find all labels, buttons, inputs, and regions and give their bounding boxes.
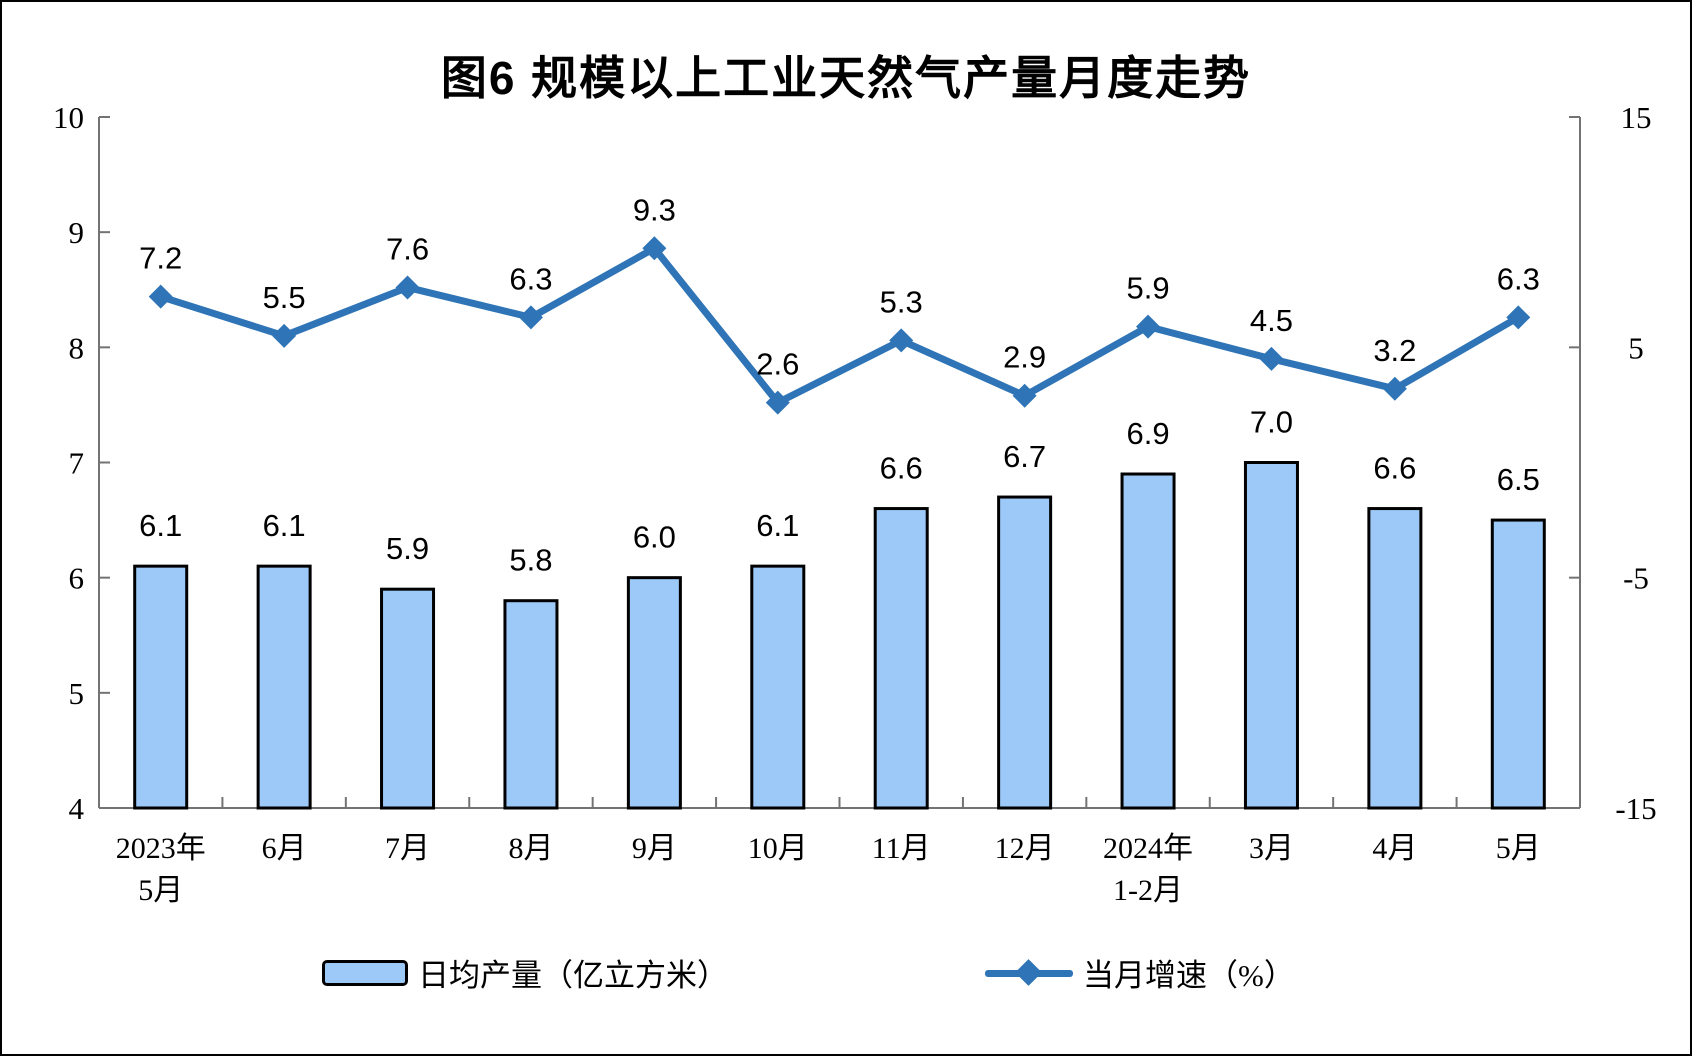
- bar: [1367, 507, 1423, 810]
- line-marker-diamond: [518, 305, 543, 330]
- bar-legend-swatch: [322, 959, 408, 986]
- line-marker-diamond: [765, 390, 790, 415]
- bar-value-label: 5.8: [509, 543, 552, 578]
- bar-value-label: 6.6: [1373, 451, 1416, 486]
- line-marker-diamond: [642, 236, 667, 261]
- right-axis-tick-label: -15: [1615, 791, 1656, 826]
- bar-value-label: 6.1: [756, 508, 799, 543]
- category-label: 9月: [632, 832, 677, 865]
- left-axis-tick-label: 6: [69, 561, 85, 596]
- bar-value-label: 6.5: [1497, 462, 1540, 497]
- bar-value-label: 6.1: [263, 508, 306, 543]
- category-label: 5月: [1496, 832, 1541, 865]
- category-label: 4月: [1372, 832, 1417, 865]
- bar-value-label: 6.1: [139, 508, 182, 543]
- line-value-label: 4.5: [1250, 303, 1293, 338]
- line-marker-diamond: [1012, 383, 1037, 408]
- left-axis-tick-label: 5: [69, 676, 85, 711]
- line-value-label: 3.2: [1373, 333, 1416, 368]
- category-label: 8月: [508, 832, 553, 865]
- bar-value-label: 7.0: [1250, 405, 1293, 440]
- line-value-label: 9.3: [633, 192, 676, 227]
- line-marker-diamond: [272, 323, 297, 348]
- line-marker-diamond: [889, 328, 914, 353]
- line-legend-swatch: [985, 958, 1073, 987]
- category-label: 12月: [995, 832, 1055, 865]
- left-axis-tick-label: 4: [69, 791, 85, 826]
- line-value-label: 2.6: [756, 347, 799, 382]
- bar: [1120, 472, 1176, 810]
- bar: [626, 576, 682, 810]
- line-marker-diamond: [148, 284, 173, 309]
- left-axis-tick-label: 7: [69, 446, 85, 481]
- line-value-label: 5.9: [1126, 271, 1169, 306]
- category-label-line2: 1-2月: [1113, 874, 1183, 907]
- category-label-line2: 5月: [138, 874, 183, 907]
- line-value-label: 5.3: [880, 284, 923, 319]
- right-axis-tick-label: -5: [1623, 561, 1649, 596]
- diamond-marker-icon: [1015, 958, 1042, 986]
- category-label: 7月: [385, 832, 430, 865]
- line-marker-diamond: [1259, 346, 1284, 371]
- line-value-label: 6.3: [1497, 261, 1540, 296]
- growth-line: [157, 244, 1522, 407]
- category-label: 2024年: [1103, 832, 1193, 865]
- bar-value-label: 6.0: [633, 520, 676, 555]
- line-marker-diamond: [1382, 376, 1407, 401]
- right-axis-tick-label: 15: [1621, 100, 1652, 135]
- bar: [1490, 518, 1546, 810]
- line-value-label: 6.3: [509, 261, 552, 296]
- right-axis-tick-label: 5: [1628, 330, 1644, 365]
- line-value-label: 7.6: [386, 231, 429, 266]
- left-axis-tick-label: 9: [69, 215, 85, 250]
- category-label: 10月: [748, 832, 808, 865]
- line-value-label: 7.2: [139, 241, 182, 276]
- bar-legend-label: 日均产量（亿立方米）: [418, 958, 728, 993]
- bar-value-label: 6.9: [1126, 416, 1169, 451]
- bar-value-label: 6.7: [1003, 439, 1046, 474]
- bar: [1243, 461, 1299, 810]
- category-label: 2023年: [116, 832, 206, 865]
- category-label: 3月: [1249, 832, 1294, 865]
- left-axis-tick-label: 8: [69, 330, 85, 365]
- bar: [997, 495, 1053, 810]
- bar: [873, 507, 929, 810]
- line-marker-diamond: [395, 275, 420, 300]
- bar: [503, 599, 559, 810]
- legend-item-daily-production: 日均产量（亿立方米）: [322, 950, 728, 995]
- category-label: 6月: [262, 832, 307, 865]
- line-legend-label: 当月增速（%）: [1083, 958, 1295, 993]
- bar-value-label: 6.6: [880, 451, 923, 486]
- bar: [133, 564, 189, 810]
- line-marker-diamond: [1136, 314, 1161, 339]
- chart-title: 图6 规模以上工业天然气产量月度走势: [440, 52, 1252, 104]
- line-value-label: 5.5: [263, 280, 306, 315]
- line-value-label: 2.9: [1003, 340, 1046, 375]
- bar-value-label: 5.9: [386, 531, 429, 566]
- left-axis-tick-label: 10: [53, 100, 84, 135]
- bar: [750, 564, 806, 810]
- category-label: 11月: [872, 832, 931, 865]
- bar: [380, 587, 436, 810]
- bar: [256, 564, 312, 810]
- legend-item-monthly-growth: 当月增速（%）: [985, 950, 1295, 995]
- line-marker-diamond: [1506, 305, 1531, 330]
